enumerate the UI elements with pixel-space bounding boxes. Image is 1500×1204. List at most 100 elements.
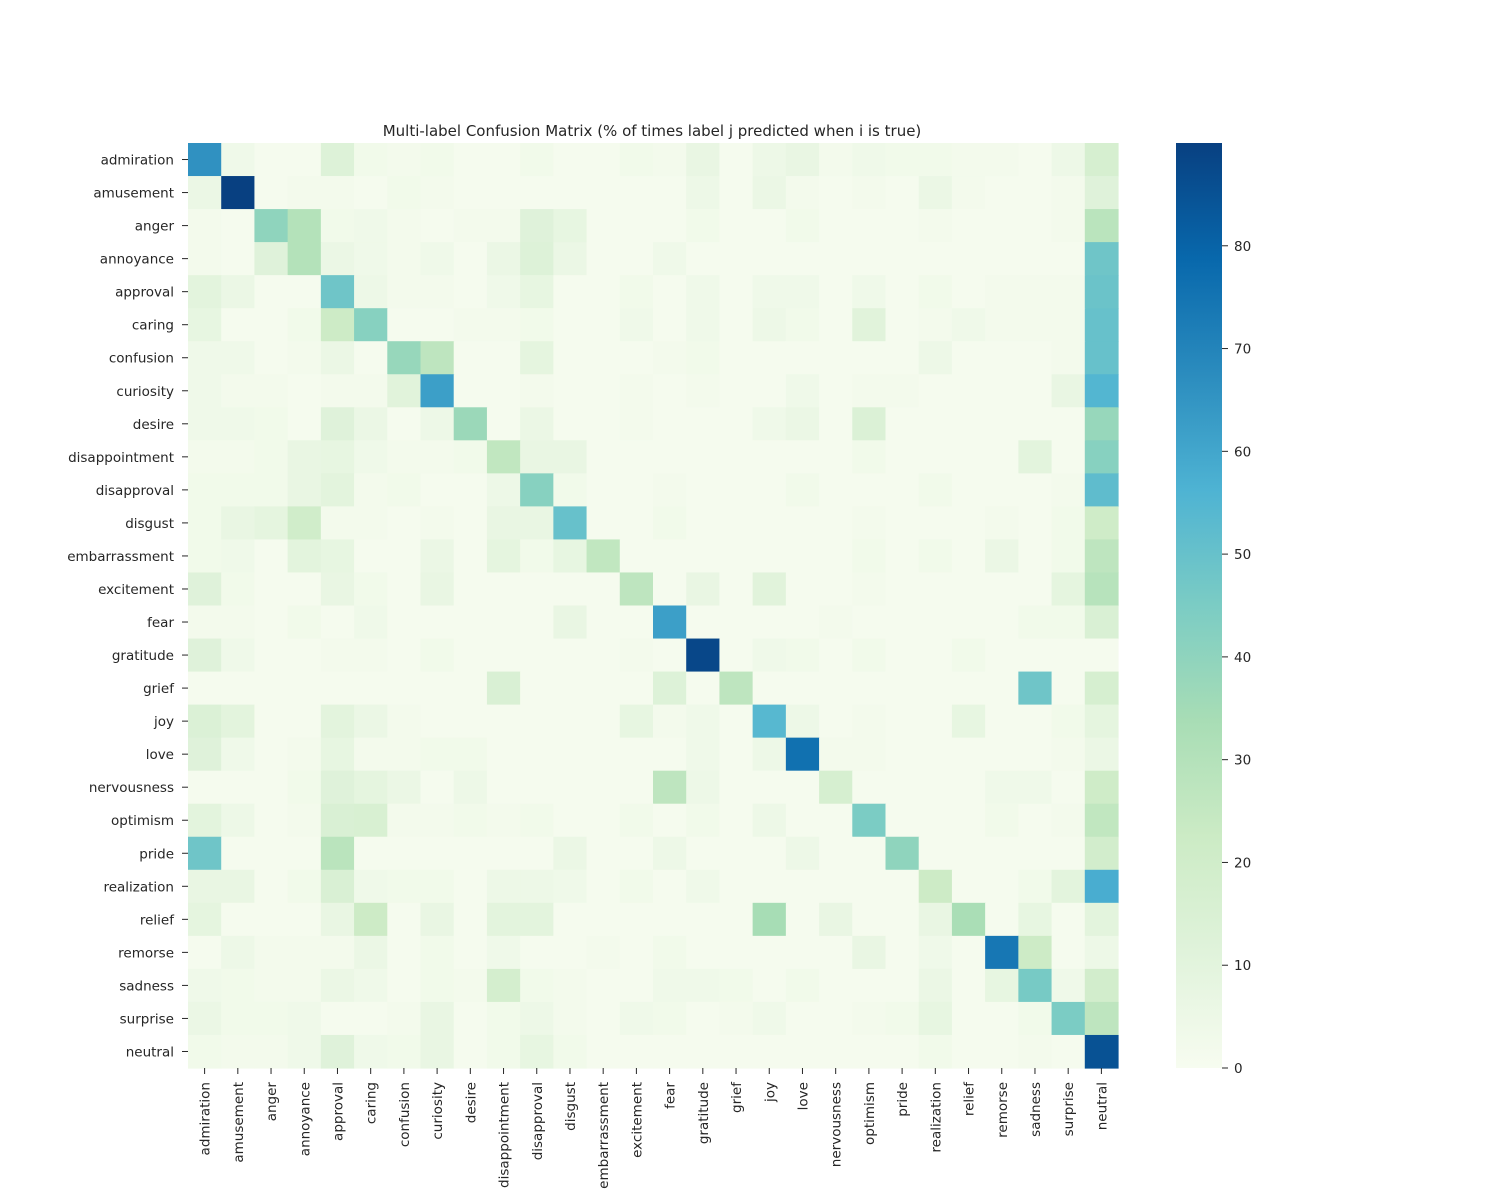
heatmap-cell	[752, 275, 787, 309]
heatmap-cell	[1018, 902, 1053, 937]
column-tick-label: curiosity	[430, 1082, 446, 1140]
heatmap-cell	[1018, 935, 1053, 970]
heatmap-cell	[819, 143, 853, 177]
heatmap-cell	[1084, 605, 1119, 640]
row-tick-label: anger	[135, 219, 175, 235]
heatmap-cell	[619, 143, 654, 177]
heatmap-cell	[420, 209, 455, 243]
heatmap-cell	[918, 176, 953, 210]
heatmap-cell	[287, 704, 322, 739]
heatmap-cell	[1018, 374, 1053, 408]
heatmap-cell	[420, 275, 455, 309]
heatmap-cell	[653, 605, 687, 640]
heatmap-cell	[819, 869, 853, 904]
heatmap-cell	[221, 440, 256, 474]
heatmap-cell	[387, 374, 422, 408]
heatmap-cell	[719, 143, 754, 177]
heatmap-cell	[1018, 968, 1053, 1003]
heatmap-cell	[752, 176, 787, 210]
heatmap-cell	[785, 836, 820, 871]
column-tick-label: desire	[463, 1082, 479, 1123]
heatmap-cell	[221, 770, 256, 805]
heatmap-cell	[520, 506, 554, 541]
heatmap-cell	[486, 1001, 521, 1036]
heatmap-cell	[719, 836, 754, 871]
heatmap-cell	[188, 869, 222, 904]
heatmap-cell	[486, 935, 521, 970]
heatmap-cell	[686, 1034, 721, 1069]
heatmap-cell	[320, 803, 355, 838]
heatmap-cell	[520, 242, 554, 276]
heatmap-cell	[719, 605, 754, 640]
heatmap-cell	[785, 308, 820, 342]
heatmap-cell	[619, 275, 654, 309]
heatmap-cell	[918, 968, 953, 1003]
heatmap-cell	[221, 1034, 256, 1069]
heatmap-cell	[951, 440, 986, 474]
heatmap-cell	[387, 968, 422, 1003]
heatmap-cell	[653, 275, 687, 309]
column-tick-label: remorse	[995, 1082, 1011, 1138]
heatmap-cell	[453, 440, 488, 474]
heatmap-cell	[486, 407, 521, 441]
heatmap-cell	[354, 242, 388, 276]
row-tick-label: disapproval	[96, 483, 174, 499]
heatmap-cell	[985, 176, 1019, 210]
heatmap-cell	[918, 407, 953, 441]
heatmap-cell	[420, 704, 455, 739]
heatmap-cell	[320, 176, 355, 210]
colorbar-tick-label: 70	[1234, 342, 1251, 358]
heatmap-cell	[1051, 539, 1086, 574]
heatmap-cell	[420, 176, 455, 210]
heatmap-cell	[653, 539, 687, 574]
heatmap-cell	[354, 836, 388, 871]
heatmap-cell	[951, 341, 986, 375]
heatmap-cell	[1051, 143, 1086, 177]
heatmap-cell	[1051, 968, 1086, 1003]
row-tick-label: neutral	[126, 1044, 174, 1060]
column-tick-label: love	[795, 1082, 811, 1110]
heatmap-cell	[420, 572, 455, 607]
heatmap-cell	[254, 968, 289, 1003]
heatmap-cell	[885, 440, 920, 474]
heatmap-cell	[1018, 209, 1053, 243]
heatmap-cell	[1084, 341, 1119, 375]
heatmap-cell	[686, 308, 721, 342]
heatmap-cell	[785, 1001, 820, 1036]
heatmap-cell	[520, 935, 554, 970]
heatmap-cell	[918, 473, 953, 507]
heatmap-cell	[885, 242, 920, 276]
heatmap-cell	[1084, 440, 1119, 474]
row-tick-label: approval	[115, 285, 174, 301]
heatmap-cell	[951, 407, 986, 441]
heatmap-cell	[354, 308, 388, 342]
heatmap-cell	[1051, 242, 1086, 276]
heatmap-cell	[1018, 407, 1053, 441]
heatmap-cell	[586, 605, 621, 640]
heatmap-cell	[985, 242, 1019, 276]
heatmap-cell	[320, 1001, 355, 1036]
column-tick-label: disapproval	[530, 1082, 546, 1160]
row-tick-label: annoyance	[100, 252, 174, 268]
heatmap-cell	[752, 902, 787, 937]
heatmap-cell	[686, 902, 721, 937]
heatmap-cell	[852, 935, 887, 970]
heatmap-cell	[1084, 1001, 1119, 1036]
heatmap-cell	[553, 539, 588, 574]
heatmap-cell	[586, 1034, 621, 1069]
heatmap-cell	[553, 209, 588, 243]
heatmap-cell	[553, 605, 588, 640]
heatmap-cell	[486, 275, 521, 309]
heatmap-cell	[686, 374, 721, 408]
heatmap-cell	[486, 308, 521, 342]
heatmap-cell	[719, 638, 754, 673]
heatmap-cell	[553, 308, 588, 342]
heatmap-cell	[951, 308, 986, 342]
heatmap-cell	[453, 869, 488, 904]
chart-title: Multi-label Confusion Matrix (% of times…	[383, 122, 922, 140]
heatmap-cell	[420, 671, 455, 706]
heatmap-cell	[188, 473, 222, 507]
heatmap-cell	[586, 1001, 621, 1036]
heatmap-cell	[1051, 605, 1086, 640]
heatmap-cell	[287, 440, 322, 474]
